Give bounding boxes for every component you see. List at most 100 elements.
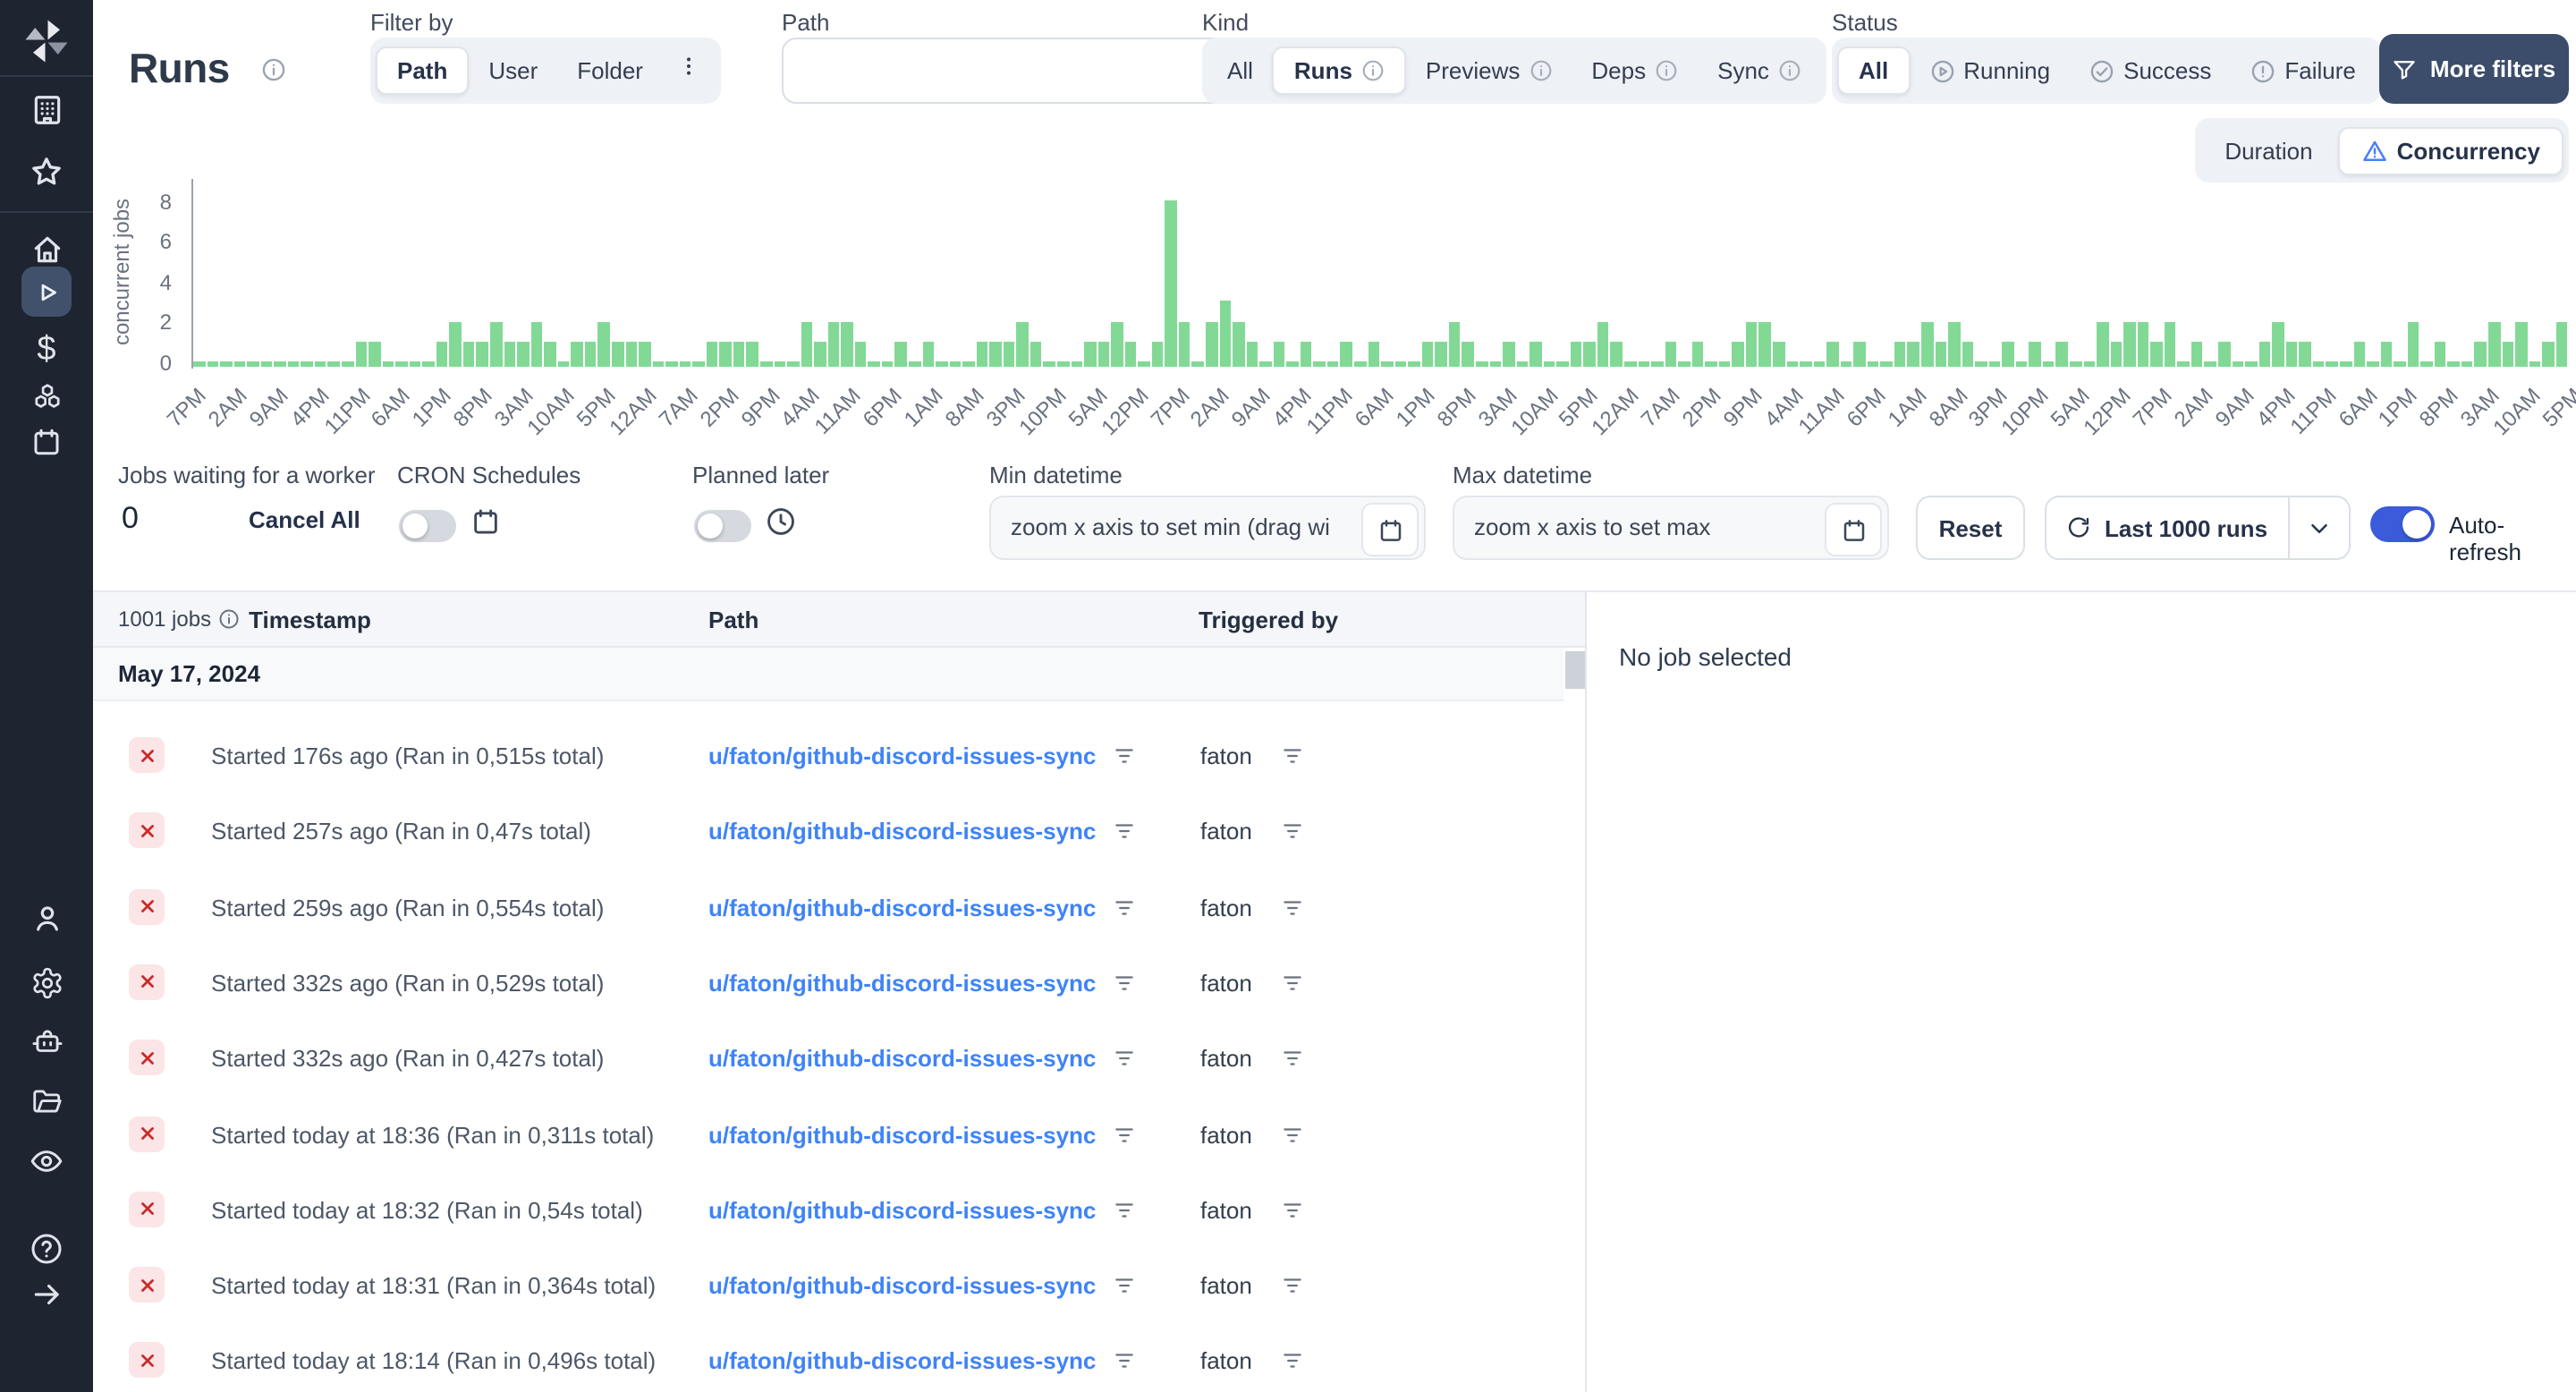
min-datetime-input[interactable]: zoom x axis to set min (drag wi: [989, 496, 1426, 560]
max-datetime-input[interactable]: zoom x axis to set max: [1453, 496, 1889, 560]
table-row[interactable]: Started 176s ago (Ran in 0,515s total) u…: [93, 717, 1585, 793]
filter-by-folder-button[interactable]: Folder: [577, 57, 643, 84]
failure-status-badge[interactable]: [129, 1191, 165, 1227]
runs-count-dropdown-button[interactable]: [2290, 497, 2349, 558]
status-success-button[interactable]: Success: [2070, 48, 2231, 93]
concurrency-tab[interactable]: Concurrency: [2337, 126, 2563, 174]
table-scrollbar-thumb[interactable]: [1565, 651, 1585, 689]
favorites-star-icon[interactable]: [0, 154, 93, 190]
info-icon[interactable]: [1655, 59, 1678, 82]
reset-button[interactable]: Reset: [1916, 496, 2025, 560]
filter-by-user-icon[interactable]: [1281, 744, 1304, 768]
kind-runs-button[interactable]: Runs: [1272, 47, 1406, 95]
table-row[interactable]: Started today at 18:31 (Ran in 0,364s to…: [93, 1247, 1585, 1322]
more-filters-button[interactable]: More filters: [2379, 34, 2569, 104]
status-all-button[interactable]: All: [1837, 47, 1911, 95]
cron-schedules-toggle[interactable]: [399, 510, 456, 542]
filter-by-kebab-menu-icon[interactable]: [663, 52, 716, 89]
path-filter-select[interactable]: [782, 38, 1279, 104]
planned-later-toggle[interactable]: [694, 510, 751, 542]
table-row[interactable]: Started 257s ago (Ran in 0,47s total) u/…: [93, 794, 1585, 869]
settings-gear-icon[interactable]: [0, 966, 93, 1000]
run-path-link[interactable]: u/faton/github-discord-issues-sync: [708, 894, 1097, 921]
table-row[interactable]: Started today at 18:14 (Ran in 0,496s to…: [93, 1323, 1585, 1392]
workspace-building-icon[interactable]: [0, 93, 93, 127]
run-path-link[interactable]: u/faton/github-discord-issues-sync: [708, 1272, 1097, 1300]
table-row[interactable]: Started 332s ago (Ran in 0,529s total) u…: [93, 945, 1585, 1020]
table-row[interactable]: Started today at 18:36 (Ran in 0,311s to…: [93, 1096, 1585, 1171]
filter-by-user-icon[interactable]: [1281, 972, 1304, 995]
filter-by-path-icon[interactable]: [1113, 972, 1136, 995]
info-icon[interactable]: [1778, 59, 1801, 82]
failure-status-badge[interactable]: [129, 888, 165, 925]
failure-status-badge[interactable]: [129, 963, 165, 1000]
resources-cubes-icon[interactable]: [0, 379, 93, 413]
filter-by-user-icon[interactable]: [1281, 1350, 1304, 1373]
run-path-link[interactable]: u/faton/github-discord-issues-sync: [708, 1347, 1097, 1375]
auto-refresh-toggle[interactable]: [2370, 506, 2435, 542]
failure-status-badge[interactable]: [129, 1342, 165, 1379]
info-icon[interactable]: [218, 608, 240, 630]
filter-by-user-button[interactable]: User: [488, 57, 538, 84]
chart-bar: [1880, 361, 1893, 367]
min-datetime-calendar-button[interactable]: [1361, 503, 1419, 556]
filter-by-path-icon[interactable]: [1113, 1123, 1136, 1146]
filter-by-user-icon[interactable]: [1281, 820, 1304, 844]
runs-count-main-button[interactable]: Last 1000 runs: [2046, 514, 2288, 541]
filter-by-path-icon[interactable]: [1113, 1274, 1136, 1297]
status-failure-button[interactable]: Failure: [2231, 48, 2376, 93]
run-path-link[interactable]: u/faton/github-discord-issues-sync: [708, 969, 1097, 997]
info-icon[interactable]: [1529, 59, 1552, 82]
failure-status-badge[interactable]: [129, 1040, 165, 1076]
kind-all-button[interactable]: All: [1208, 48, 1273, 93]
filter-by-user-icon[interactable]: [1281, 1047, 1304, 1070]
run-path-link[interactable]: u/faton/github-discord-issues-sync: [708, 1196, 1097, 1224]
concurrency-chart[interactable]: [193, 179, 2569, 367]
table-row[interactable]: Started 332s ago (Ran in 0,427s total) u…: [93, 1020, 1585, 1095]
kind-previews-button[interactable]: Previews: [1406, 48, 1572, 93]
users-icon[interactable]: [0, 902, 93, 936]
table-row[interactable]: Started today at 18:32 (Ran in 0,54s tot…: [93, 1172, 1585, 1247]
kind-sync-button[interactable]: Sync: [1698, 48, 1821, 93]
duration-tab[interactable]: Duration: [2224, 137, 2313, 164]
home-icon[interactable]: [0, 233, 93, 267]
status-running-button[interactable]: Running: [1910, 48, 2070, 93]
info-icon[interactable]: [1361, 59, 1385, 82]
expand-sidebar-arrow-icon[interactable]: [0, 1277, 93, 1311]
failure-status-badge[interactable]: [129, 1267, 165, 1303]
run-path-link[interactable]: u/faton/github-discord-issues-sync: [708, 818, 1097, 845]
failure-status-badge[interactable]: [129, 812, 165, 849]
filter-by-path-icon[interactable]: [1113, 744, 1136, 768]
help-icon[interactable]: [0, 1231, 93, 1267]
filter-by-path-icon[interactable]: [1113, 1199, 1136, 1222]
failure-status-badge[interactable]: [129, 737, 165, 773]
filter-by-user-icon[interactable]: [1281, 1123, 1304, 1146]
run-path-link[interactable]: u/faton/github-discord-issues-sync: [708, 1121, 1097, 1148]
workers-robot-icon[interactable]: [0, 1025, 93, 1059]
run-path-link[interactable]: u/faton/github-discord-issues-sync: [708, 1045, 1097, 1073]
filter-by-user-icon[interactable]: [1281, 1274, 1304, 1297]
windmill-logo[interactable]: [0, 14, 93, 68]
failure-status-badge[interactable]: [129, 1116, 165, 1151]
filter-by-path-icon[interactable]: [1113, 1047, 1136, 1070]
variables-dollar-icon[interactable]: $: [0, 333, 93, 367]
filter-by-path-icon[interactable]: [1113, 895, 1136, 919]
runs-play-icon[interactable]: [21, 267, 72, 317]
table-row[interactable]: Started 259s ago (Ran in 0,554s total) u…: [93, 869, 1585, 944]
filter-by-user-icon[interactable]: [1281, 895, 1304, 919]
kind-deps-button[interactable]: Deps: [1572, 48, 1698, 93]
max-datetime-calendar-button[interactable]: [1825, 503, 1882, 556]
schedules-calendar-icon[interactable]: [0, 426, 93, 458]
run-timestamp: Started today at 18:36 (Ran in 0,311s to…: [211, 1121, 655, 1148]
filter-by-user-icon[interactable]: [1281, 1199, 1304, 1222]
chart-bar: [1813, 361, 1826, 367]
filter-by-path-icon[interactable]: [1113, 1350, 1136, 1373]
cancel-all-button[interactable]: Cancel All: [249, 506, 360, 533]
chart-bar: [652, 361, 665, 367]
filter-by-path-icon[interactable]: [1113, 820, 1136, 844]
run-path-link[interactable]: u/faton/github-discord-issues-sync: [708, 743, 1097, 769]
filter-by-path-button[interactable]: Path: [376, 47, 470, 95]
title-info-icon[interactable]: [261, 57, 286, 82]
folders-icon[interactable]: [0, 1084, 93, 1118]
audit-logs-eye-icon[interactable]: [0, 1143, 93, 1179]
